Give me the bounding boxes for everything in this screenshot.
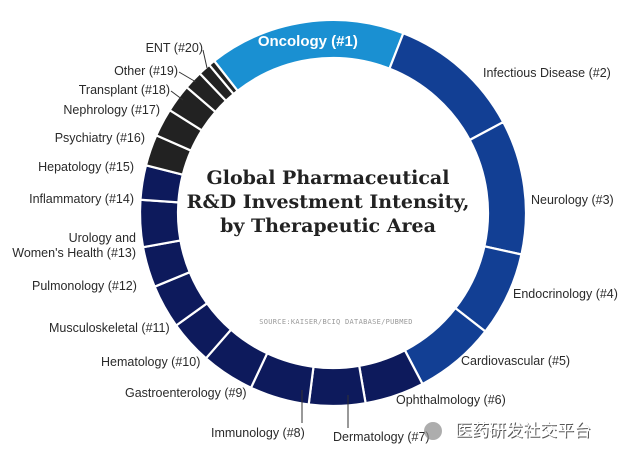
label-inflammatory-14: Inflammatory (#14) <box>29 192 134 206</box>
label-transplant-18: Transplant (#18) <box>79 83 170 97</box>
label-pulmonology-12: Pulmonology (#12) <box>32 279 137 293</box>
segment-dermatology-7 <box>307 364 367 408</box>
wechat-icon <box>424 422 442 440</box>
segment-urology-and <box>138 198 182 249</box>
label-oncology: Oncology (#1) <box>258 33 358 50</box>
label-nephrology-17: Nephrology (#17) <box>63 103 160 117</box>
chart-title-line-2: R&D Investment Intensity, <box>187 191 470 213</box>
leader-other-19 <box>178 71 197 83</box>
label-ophthalmology-6: Ophthalmology (#6) <box>396 393 506 407</box>
leader-ent-20 <box>202 49 208 69</box>
leader-transplant-18 <box>170 90 184 101</box>
label-psychiatry-16: Psychiatry (#16) <box>55 131 145 145</box>
label-immunology-8: Immunology (#8) <box>211 426 305 440</box>
watermark: 医药研发社交平台 医药研发社交平台 <box>424 421 592 442</box>
label-gastroenterology-9: Gastroenterology (#9) <box>125 386 247 400</box>
segment-labels: Oncology (#1) Infectious Disease (#2) Neur… <box>12 33 618 444</box>
label-cardiovascular-5: Cardiovascular (#5) <box>461 354 570 368</box>
label-ent-20: ENT (#20) <box>146 41 203 55</box>
segment-ent-20 <box>207 59 240 96</box>
leader-lines <box>170 49 349 428</box>
label-hematology-10: Hematology (#10) <box>101 355 200 369</box>
label-other-19: Other (#19) <box>114 64 178 78</box>
label-hepatology-15: Hepatology (#15) <box>38 160 134 174</box>
label-neurology-3: Neurology (#3) <box>531 193 614 207</box>
segment-infectious-disease-2 <box>388 31 505 142</box>
label-endocrinology-4: Endocrinology (#4) <box>513 287 618 301</box>
donut-segments <box>138 18 528 408</box>
label-women-s-health-13: Women's Health (#13) <box>12 246 136 260</box>
label-dermatology-7: Dermatology (#7) <box>333 430 430 444</box>
watermark-text: 医药研发社交平台 <box>455 421 591 441</box>
label-musculoskeletal-11: Musculoskeletal (#11) <box>49 321 170 335</box>
source-note: SOURCE:KAISER/BCIQ DATABASE/PUBMED <box>259 318 413 326</box>
label-urology-and: Urology and <box>69 231 136 245</box>
chart-title-line-1: Global Pharmaceutical <box>207 167 450 189</box>
label-infectious-disease-2: Infectious Disease (#2) <box>483 66 611 80</box>
segment-neurology-3 <box>468 120 528 256</box>
watermark-text-shadow: 医药研发社交平台 <box>456 422 592 442</box>
segment-oncology-1 <box>212 18 405 93</box>
chart-title-line-3: by Therapeutic Area <box>220 215 436 237</box>
